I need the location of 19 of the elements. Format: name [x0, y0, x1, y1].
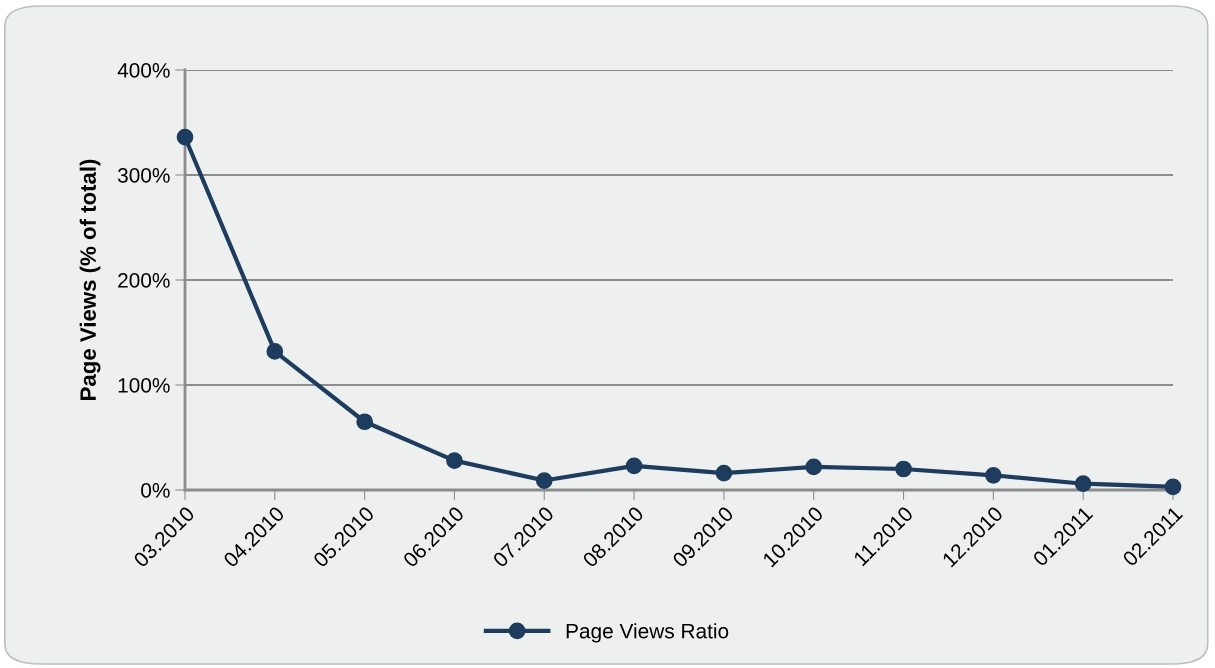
point — [266, 343, 284, 360]
y-tick-label: 100% — [118, 378, 170, 393]
point — [805, 458, 823, 476]
y-tick-label: 400% — [117, 63, 170, 78]
point — [625, 457, 643, 475]
legend-label: Page Views Ratio — [566, 623, 729, 643]
point — [985, 466, 1002, 484]
point — [1164, 478, 1182, 496]
point — [1074, 475, 1092, 493]
point — [715, 464, 733, 482]
point — [446, 452, 463, 469]
point — [356, 413, 373, 431]
point — [176, 128, 194, 146]
point — [535, 472, 553, 489]
y-tick-label: 200% — [118, 273, 170, 288]
y-tick-label: 300% — [117, 168, 170, 183]
point — [895, 460, 912, 478]
y-axis-title: Page Views (% of total) — [79, 159, 101, 400]
y-tick-label: 0% — [141, 483, 170, 498]
